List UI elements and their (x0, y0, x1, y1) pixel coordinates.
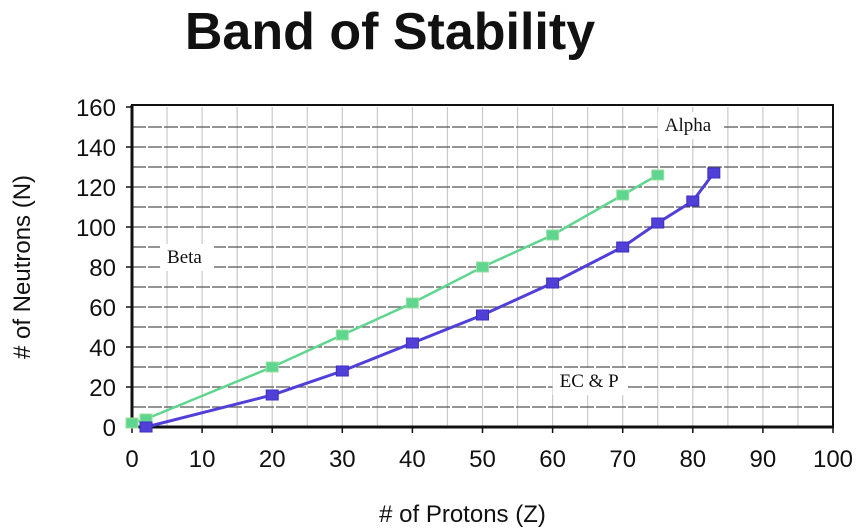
annotation-label: Beta (167, 247, 202, 268)
annotation-background (657, 112, 722, 139)
data-point (686, 195, 700, 207)
x-tick-label: 40 (399, 446, 426, 473)
data-point (476, 261, 489, 273)
series-line-2 (145, 172, 716, 429)
y-axis-label: # of Neutrons (N) (9, 175, 36, 359)
annotation-background (552, 368, 627, 395)
data-point (546, 229, 560, 241)
data-point (546, 277, 560, 289)
data-point (265, 389, 279, 401)
data-point (405, 337, 419, 349)
y-tick-label: 20 (89, 375, 116, 402)
x-tick-label: 100 (813, 446, 853, 473)
data-point (476, 309, 489, 321)
y-tick-label: 100 (76, 215, 116, 242)
annotation-label: EC & P (560, 371, 619, 392)
annotation-label: Alpha (665, 115, 712, 136)
y-tick-label: 60 (89, 295, 116, 322)
y-tick-label: 120 (76, 175, 116, 202)
data-point (335, 365, 349, 377)
x-tick-label: 30 (329, 446, 356, 473)
y-tick-label: 140 (76, 135, 116, 162)
data-point (125, 417, 139, 429)
data-point (707, 167, 721, 179)
y-tick-label: 40 (89, 335, 116, 362)
x-tick-label: 0 (125, 446, 138, 473)
y-tick-label: 80 (89, 255, 116, 282)
y-tick-label: 0 (103, 415, 116, 442)
data-point (651, 217, 665, 229)
x-tick-label: 70 (609, 446, 636, 473)
chart-title: Band of Stability (184, 3, 596, 61)
data-point (265, 361, 279, 373)
x-tick-label: 80 (679, 446, 706, 473)
y-tick-label: 160 (76, 95, 116, 122)
x-axis-label: # of Protons (Z) (379, 501, 546, 528)
data-point (405, 297, 419, 309)
x-tick-label: 20 (259, 446, 286, 473)
data-point (651, 169, 665, 181)
data-point (139, 421, 153, 433)
data-point (335, 329, 349, 341)
annotation-background (160, 244, 215, 271)
data-point (616, 241, 630, 253)
x-tick-label: 90 (750, 446, 777, 473)
x-tick-label: 60 (539, 446, 566, 473)
data-point (616, 189, 630, 201)
x-tick-label: 10 (189, 446, 216, 473)
x-tick-label: 50 (469, 446, 496, 473)
